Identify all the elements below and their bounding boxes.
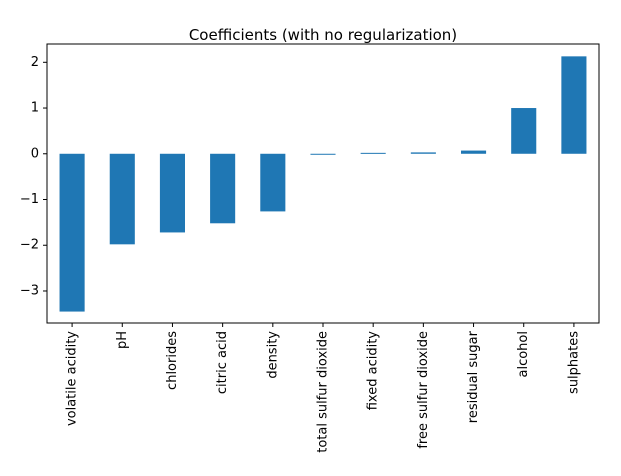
- bar: [360, 152, 386, 154]
- y-tick-label: 0: [31, 146, 39, 161]
- y-tick-label: −2: [20, 238, 39, 253]
- x-tick-label: free sulfur dioxide: [416, 331, 431, 449]
- y-tick-label: 2: [31, 55, 39, 70]
- chart-title: Coefficients (with no regularization): [189, 26, 457, 44]
- bar: [310, 153, 336, 155]
- x-tick-label: chlorides: [165, 331, 180, 390]
- x-tick-label: alcohol: [516, 331, 531, 377]
- x-tick-label: sulphates: [566, 331, 581, 394]
- x-tick-label: citric acid: [215, 331, 230, 394]
- bar: [59, 153, 85, 312]
- x-tick-label: total sulfur dioxide: [316, 331, 331, 453]
- x-tick-label: volatile acidity: [65, 331, 80, 426]
- x-tick-label: residual sugar: [466, 330, 481, 423]
- bar: [260, 153, 286, 212]
- bar: [159, 153, 185, 233]
- y-tick-label: −3: [20, 283, 39, 298]
- bar: [210, 153, 236, 224]
- x-tick-label: pH: [115, 331, 130, 349]
- bar: [511, 108, 537, 154]
- bar: [461, 150, 487, 154]
- x-tick-label: fixed acidity: [366, 331, 381, 411]
- x-axis: volatile acidity pH chlorides citric acid de…: [65, 323, 581, 453]
- x-tick-label: density: [265, 331, 280, 379]
- bar: [561, 56, 587, 154]
- bar: [410, 152, 436, 154]
- bar: [109, 153, 135, 245]
- y-axis: −3 −2 −1 0 1 2: [20, 55, 47, 298]
- bars-group: [59, 56, 587, 312]
- y-tick-label: −1: [20, 192, 39, 207]
- y-tick-label: 1: [31, 101, 39, 116]
